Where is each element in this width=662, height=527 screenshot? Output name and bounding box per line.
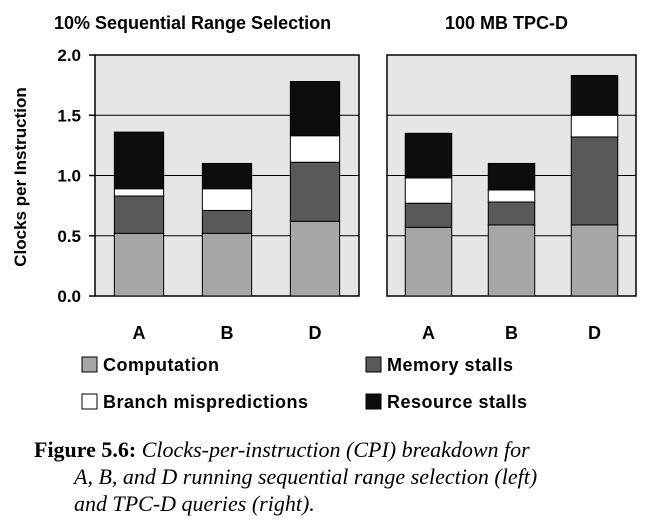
bar-segment-left-d-computation [289,220,341,297]
legend-swatch-computation [81,356,98,373]
bar-segment-right-b-memory-stalls [487,201,536,226]
bar-segment-right-a-resource-stalls [404,132,453,179]
x-tick-label-left-b: B [221,323,234,343]
bar-segment-left-b-computation [201,232,253,297]
figure-caption: Figure 5.6: Clocks-per-instruction (CPI)… [34,436,654,517]
right-panel-title: 100 MB TPC-D [445,13,568,33]
y-tick-label: 1.5 [57,106,81,125]
y-axis-label: Clocks per Instruction [11,87,30,266]
caption-line-3: and TPC-D queries (right). [74,491,315,516]
legend-item-memory-stalls: Memory stalls [365,355,514,375]
bar-segment-left-d-resource-stalls [289,81,341,137]
left-panel-title: 10% Sequential Range Selection [54,13,331,33]
legend-swatch-memory-stalls [365,356,382,373]
legend-swatch-resource-stalls [365,393,382,410]
bar-segment-right-d-computation [570,224,619,297]
legend-label-branch-mispredictions: Branch mispredictions [103,392,309,412]
bar-segment-left-b-resource-stalls [201,162,253,190]
left-plot-area: 0.0 0.5 1.0 1.5 2.0 A B D [57,46,360,343]
bar-segment-right-b-resource-stalls [487,162,536,191]
cpi-breakdown-figure: 10% Sequential Range Selection 100 MB TP… [11,13,637,412]
y-tick-label: 0.5 [57,227,81,246]
bar-segment-left-a-memory-stalls [113,195,165,234]
caption-label: Figure 5.6: [34,437,137,462]
legend-item-resource-stalls: Resource stalls [365,392,528,412]
x-tick-label-right-d: D [588,323,601,343]
bar-segment-left-d-branch-mispredictions [289,135,341,163]
x-tick-label-left-a: A [133,323,146,343]
bar-segment-right-d-memory-stalls [570,136,619,226]
legend-label-resource-stalls: Resource stalls [387,392,528,412]
bar-segment-right-a-computation [404,226,453,297]
bar-segment-right-d-resource-stalls [570,74,619,116]
bar-segment-right-b-branch-mispredictions [487,189,536,203]
legend-item-branch-mispredictions: Branch mispredictions [81,392,309,412]
bar-segment-right-b-computation [487,224,536,297]
x-tick-label-left-d: D [309,323,322,343]
bar-segment-right-a-branch-mispredictions [404,177,453,204]
legend: Computation Memory stalls Branch mispred… [81,355,528,412]
legend-label-memory-stalls: Memory stalls [387,355,514,375]
legend-label-computation: Computation [103,355,219,375]
legend-item-computation: Computation [81,355,219,375]
bar-segment-right-a-memory-stalls [404,202,453,228]
caption-line-2: A, B, and D running sequential range sel… [74,464,538,489]
y-tick-label: 1.0 [57,167,81,186]
bar-segment-left-a-branch-mispredictions [113,188,165,197]
bar-segment-left-a-computation [113,232,165,297]
legend-swatch-branch-mispredictions [81,393,98,410]
x-tick-label-right-a: A [422,323,435,343]
bar-segment-right-d-branch-mispredictions [570,114,619,138]
caption-line-1: Clocks-per-instruction (CPI) breakdown f… [141,437,530,462]
x-tick-label-right-b: B [505,323,518,343]
bar-segment-left-b-memory-stalls [201,209,253,234]
bar-segment-left-b-branch-mispredictions [201,188,253,211]
bar-segment-left-d-memory-stalls [289,161,341,222]
y-tick-label: 0.0 [57,287,81,306]
y-tick-label: 2.0 [57,46,81,65]
bar-segment-left-a-resource-stalls [113,131,165,190]
